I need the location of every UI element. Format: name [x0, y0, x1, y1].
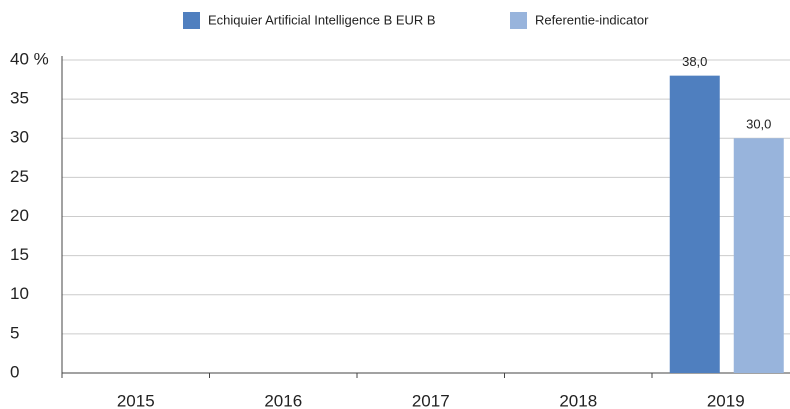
legend-label: Echiquier Artificial Intelligence B EUR …	[208, 12, 436, 27]
x-tick-label: 2018	[559, 391, 597, 409]
bar	[733, 138, 784, 373]
y-tick-label: 10	[10, 284, 29, 303]
y-tick-label: 5	[10, 323, 19, 342]
y-tick-label: 30	[10, 128, 29, 147]
y-tick-label: 40 %	[10, 49, 49, 68]
x-tick-label: 2017	[412, 391, 450, 409]
x-tick-label: 2015	[117, 391, 155, 409]
y-tick-label: 35	[10, 89, 29, 108]
data-label: 30,0	[746, 117, 771, 132]
data-label: 38,0	[682, 54, 707, 69]
bar	[669, 75, 720, 374]
legend-label: Referentie-indicator	[535, 12, 649, 27]
x-tick-label: 2019	[707, 391, 745, 409]
y-tick-label: 25	[10, 167, 29, 186]
x-tick-label: 2016	[264, 391, 302, 409]
y-tick-label: 20	[10, 206, 29, 225]
legend-swatch	[183, 12, 200, 29]
y-tick-label: 15	[10, 245, 29, 264]
y-tick-label: 0	[10, 362, 19, 381]
legend-swatch	[510, 12, 527, 29]
